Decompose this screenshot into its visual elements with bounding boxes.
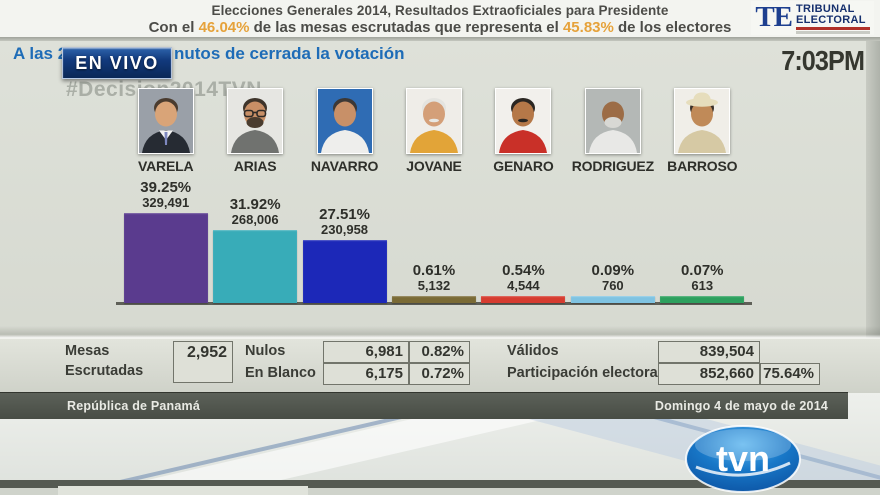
te-red-underline bbox=[796, 27, 870, 30]
result-bar bbox=[302, 240, 387, 303]
participacion-label: Participación electoral bbox=[507, 365, 662, 381]
candidate-avatar bbox=[406, 89, 461, 153]
candidate-photo bbox=[137, 88, 194, 154]
participacion-percent-box: 75.64% bbox=[760, 363, 820, 385]
candidate-votes: 613 bbox=[691, 278, 714, 293]
header-subtitle: Con el 46.04% de las mesas escrutadas qu… bbox=[0, 19, 880, 36]
subtitle-text: de las mesas escrutadas que representa e… bbox=[249, 19, 563, 36]
footer-bar: República de Panamá Domingo 4 de mayo de… bbox=[0, 392, 848, 419]
candidate-photo bbox=[316, 88, 373, 154]
header-divider bbox=[0, 37, 880, 41]
mesas-value-box: 2,952 bbox=[173, 341, 233, 383]
te-monogram: TE bbox=[755, 1, 793, 33]
candidate-name: ARIAS bbox=[233, 158, 277, 174]
candidate-name: NAVARRO bbox=[310, 158, 379, 174]
stats-band: Mesas Escrutadas 2,952 Nulos En Blanco 6… bbox=[0, 338, 880, 393]
candidate-photo bbox=[405, 88, 462, 154]
broadcast-clock: 7:03PM bbox=[781, 45, 865, 76]
candidate-name: BARROSO bbox=[667, 158, 738, 174]
candidate-votes: 5,132 bbox=[417, 278, 451, 293]
subtitle-text: de los electores bbox=[613, 19, 732, 36]
bottom-highlight-box bbox=[58, 486, 308, 495]
subtitle-text: Con el bbox=[148, 19, 199, 36]
bottom-light-strip bbox=[0, 488, 880, 495]
candidate-name: JOVANE bbox=[406, 158, 462, 174]
en-blanco-label: En Blanco bbox=[245, 365, 316, 381]
bottom-dark-strip bbox=[0, 480, 880, 489]
candidate-percent: 0.54% bbox=[502, 262, 545, 279]
candidate-percent: 0.61% bbox=[412, 262, 456, 279]
candidate-avatar bbox=[317, 89, 372, 153]
candidate-avatar bbox=[585, 89, 640, 153]
right-edge-strip bbox=[866, 41, 880, 392]
candidate-column: ARIAS 31.92% 268,006 bbox=[210, 88, 299, 303]
candidate-votes: 268,006 bbox=[231, 212, 279, 227]
candidate-votes: 4,544 bbox=[507, 278, 540, 293]
panel-fold-shadow bbox=[0, 326, 880, 338]
candidate-column: VARELA 39.25% 329,491 bbox=[121, 88, 210, 303]
candidate-column: GENARO 0.54% 4,544 bbox=[479, 88, 568, 303]
nulos-percent-box: 0.82% bbox=[409, 341, 470, 363]
electores-percent: 45.83% bbox=[562, 19, 614, 36]
en-vivo-badge: EN VIVO bbox=[62, 47, 172, 79]
candidate-column: BARROSO 0.07% 613 bbox=[658, 88, 747, 303]
te-tagline-placeholder bbox=[796, 31, 870, 34]
tvn-logo-text: tvn bbox=[716, 438, 770, 479]
candidate-photo bbox=[227, 88, 284, 154]
result-bar bbox=[481, 296, 566, 303]
live-caption-right: nutos de cerrada la votación bbox=[174, 44, 405, 63]
nulos-value-box: 6,981 bbox=[323, 341, 409, 363]
candidate-column: JOVANE 0.61% 5,132 bbox=[389, 88, 478, 303]
candidate-percent: 39.25% bbox=[140, 179, 192, 196]
candidate-avatar bbox=[228, 89, 283, 153]
candidates-row: VARELA 39.25% 329,491 bbox=[121, 88, 747, 303]
candidate-percent: 0.09% bbox=[591, 262, 635, 279]
result-bar bbox=[123, 213, 208, 303]
en-vivo-label: EN VIVO bbox=[75, 52, 159, 73]
candidate-photo bbox=[584, 88, 641, 154]
candidate-votes: 760 bbox=[601, 278, 624, 293]
candidate-percent: 27.51% bbox=[319, 206, 370, 223]
header-title: Elecciones Generales 2014, Resultados Ex… bbox=[211, 3, 669, 18]
candidate-votes: 329,491 bbox=[142, 195, 190, 210]
candidate-percent: 0.07% bbox=[680, 262, 724, 279]
candidate-photo bbox=[495, 88, 552, 154]
candidate-column: NAVARRO 27.51% 230,958 bbox=[300, 88, 389, 303]
candidate-column: RODRIGUEZ 0.09% 760 bbox=[568, 88, 657, 303]
header-band: Elecciones Generales 2014, Resultados Ex… bbox=[0, 0, 880, 38]
mesas-label-line2: Escrutadas bbox=[65, 363, 144, 379]
candidate-percent: 31.92% bbox=[229, 196, 281, 213]
validos-value-box: 839,504 bbox=[658, 341, 760, 363]
result-bar bbox=[660, 296, 745, 303]
candidate-photo bbox=[674, 88, 731, 154]
footer-date: Domingo 4 de mayo de 2014 bbox=[654, 399, 828, 413]
mesas-percent: 46.04% bbox=[198, 19, 250, 36]
en-blanco-value-box: 6,175 bbox=[323, 363, 409, 385]
participacion-value-box: 852,660 bbox=[658, 363, 760, 385]
candidate-avatar bbox=[496, 89, 551, 153]
en-blanco-percent-box: 0.72% bbox=[409, 363, 470, 385]
validos-label: Válidos bbox=[507, 343, 559, 359]
mesas-label-line1: Mesas bbox=[65, 343, 110, 359]
candidate-avatar bbox=[675, 89, 730, 153]
candidate-name: GENARO bbox=[493, 158, 554, 174]
tvn-logo: tvn bbox=[682, 423, 804, 495]
tribunal-electoral-logo: TE TRIBUNAL ELECTORAL bbox=[751, 1, 874, 35]
result-bar bbox=[213, 230, 298, 303]
chart-baseline bbox=[116, 302, 752, 305]
candidate-name: RODRIGUEZ bbox=[571, 158, 654, 174]
footer-country: República de Panamá bbox=[67, 399, 201, 413]
te-name-line1: TRIBUNAL bbox=[796, 3, 855, 15]
candidate-avatar bbox=[138, 89, 193, 153]
result-bar bbox=[391, 296, 476, 303]
candidate-votes: 230,958 bbox=[321, 222, 369, 237]
nulos-label: Nulos bbox=[245, 343, 286, 359]
candidate-name: VARELA bbox=[138, 158, 194, 174]
te-name-line2: ELECTORAL bbox=[796, 14, 866, 26]
result-bar bbox=[570, 296, 655, 303]
